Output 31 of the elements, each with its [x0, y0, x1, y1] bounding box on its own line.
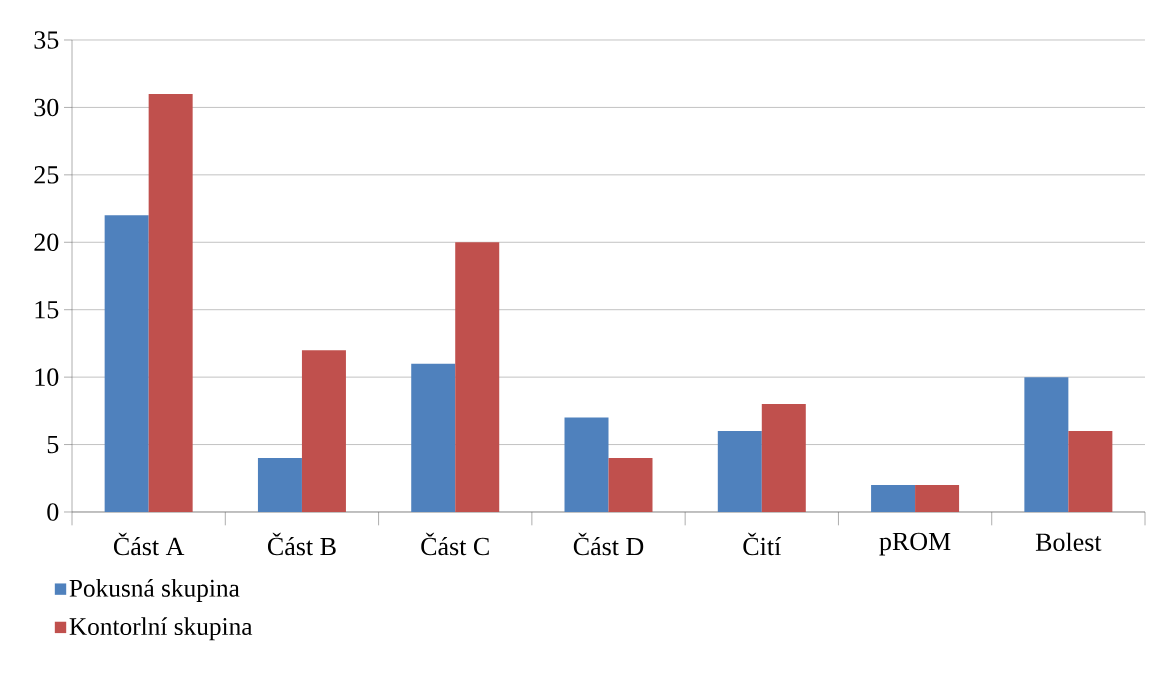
- bar: [915, 485, 960, 512]
- x-tick-label: Bolest: [1035, 532, 1102, 551]
- legend-label: Pokusná skupina: [69, 578, 240, 602]
- bar: [608, 458, 653, 512]
- x-tick-label: Část A: [113, 532, 185, 556]
- x-tick-label: Čití: [743, 532, 782, 556]
- x-tick-label: Část C: [421, 532, 489, 556]
- bar: [257, 458, 302, 512]
- bar: [411, 363, 456, 512]
- bar: [1068, 431, 1113, 512]
- bar: [1024, 377, 1069, 512]
- y-tick-label: 0: [47, 503, 59, 521]
- y-tick-label: 15: [35, 300, 59, 319]
- y-tick-label: 25: [34, 166, 59, 184]
- y-tick-label: 35: [34, 31, 59, 49]
- bar: [564, 417, 609, 512]
- bar: [717, 431, 762, 512]
- legend-label: Kontorlní skupina: [69, 617, 253, 641]
- bar: [871, 485, 916, 512]
- y-tick-label: 10: [35, 368, 59, 386]
- x-tick-label: Část B: [267, 532, 336, 556]
- y-tick-label: 30: [34, 98, 59, 117]
- x-tick-label: pROM: [879, 532, 951, 556]
- y-tick-label: 20: [34, 233, 59, 252]
- y-tick-label: 5: [47, 435, 59, 454]
- x-tick-label: Část D: [573, 532, 644, 556]
- bar: [148, 93, 193, 512]
- bar: [455, 242, 500, 512]
- bar: [104, 215, 149, 512]
- bar: [301, 350, 346, 512]
- bar: [761, 404, 806, 512]
